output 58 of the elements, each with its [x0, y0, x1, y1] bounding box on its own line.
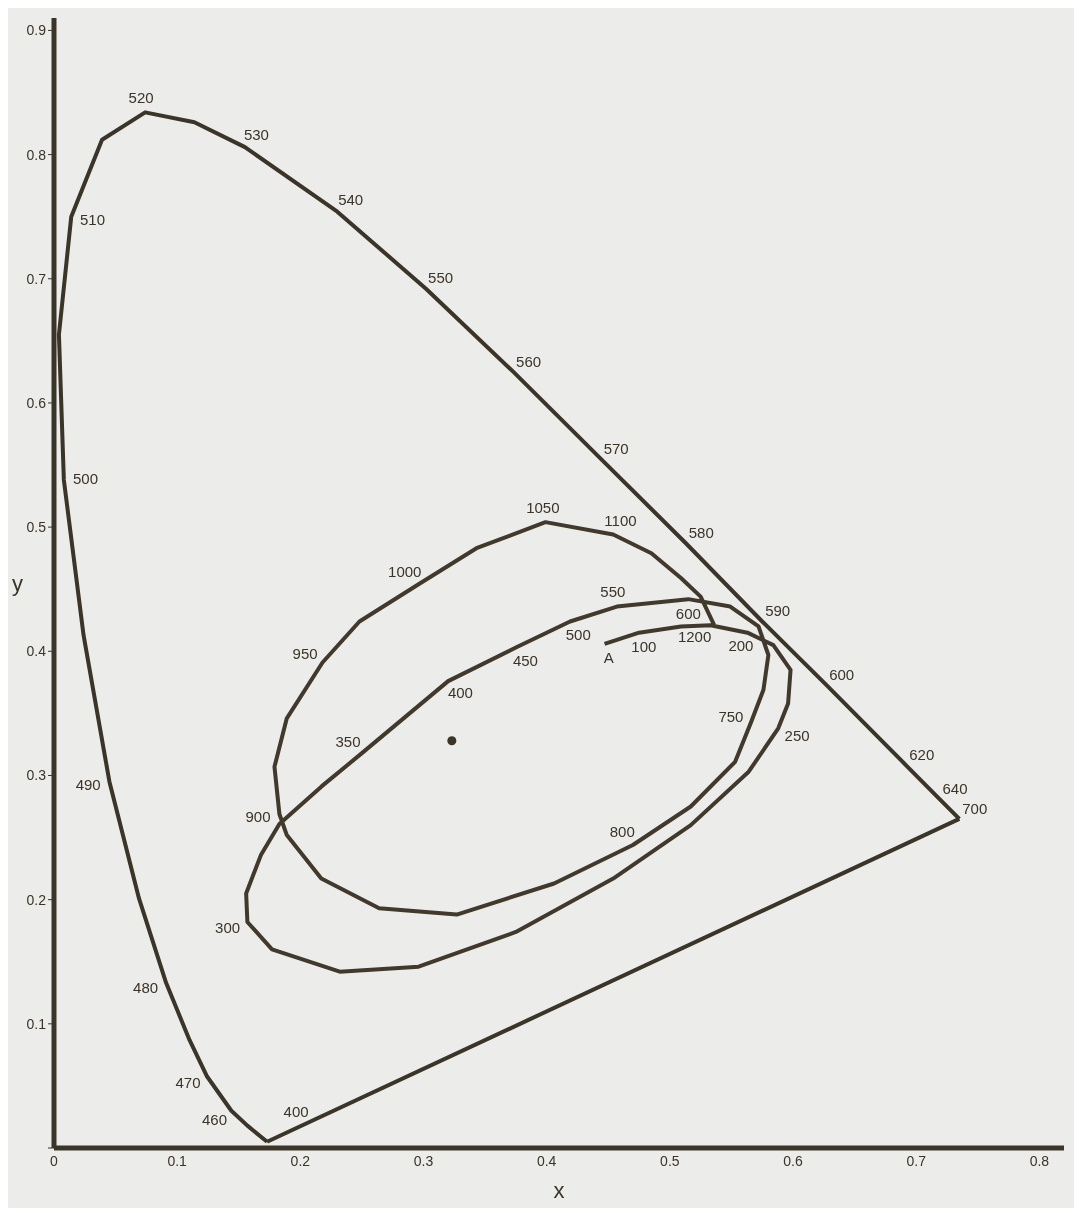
annotation: 500	[73, 469, 99, 487]
x-tick-label: 0.8	[1029, 1152, 1050, 1169]
x-tick-label: 0.4	[536, 1152, 557, 1169]
x-tick-label: 0.5	[660, 1152, 680, 1169]
annotation: 500	[565, 625, 591, 643]
annotation: 580	[688, 524, 714, 542]
annotation: 600	[829, 665, 855, 683]
y-tick-label: 0.5	[26, 519, 47, 536]
annotation: 460	[202, 1110, 228, 1128]
y-tick-label: 0.4	[26, 643, 47, 660]
annotation: 700	[962, 799, 988, 817]
annotation: 400	[283, 1103, 309, 1121]
annotation: 520	[128, 89, 154, 107]
annotation: 480	[133, 978, 159, 996]
annotation: 300	[215, 919, 241, 937]
annotation: 1100	[604, 511, 637, 529]
annotation: 470	[175, 1074, 201, 1092]
annotation: 550	[428, 268, 454, 286]
x-tick-label: 0.3	[413, 1152, 434, 1169]
annotation: 600	[675, 604, 701, 622]
annotation: 640	[942, 779, 968, 797]
annotation: 570	[603, 439, 629, 457]
y-axis-title: y	[12, 570, 23, 596]
annotation: 590	[765, 602, 791, 620]
annotation: 400	[447, 684, 473, 702]
x-tick-label: 0.6	[783, 1152, 803, 1169]
annotation: 750	[718, 707, 744, 725]
annotation: A	[603, 648, 614, 666]
annotation: 100	[631, 637, 657, 655]
x-axis-title: x	[553, 1178, 565, 1203]
x-tick-label: 0.1	[167, 1152, 188, 1169]
y-tick-label: 0.8	[26, 146, 47, 163]
y-tick-label: 0.2	[26, 891, 47, 908]
annotation: 1000	[388, 562, 422, 580]
y-tick-label: 0.6	[26, 394, 47, 411]
annotation: 200	[728, 637, 754, 655]
annotation: 1050	[526, 498, 560, 516]
annotation: 1200	[677, 627, 712, 645]
annotation: 540	[338, 191, 364, 209]
annotation: 560	[516, 352, 542, 370]
annotation: 550	[600, 583, 626, 601]
y-tick-label: 0.7	[26, 270, 47, 287]
annotation: 950	[292, 644, 318, 662]
y-tick-label: 0.9	[26, 22, 47, 39]
annotation: 510	[79, 210, 105, 228]
annotation: 620	[909, 746, 935, 764]
annotation: 900	[245, 807, 271, 825]
x-tick-label: 0	[50, 1152, 59, 1169]
annotation: 350	[335, 732, 361, 750]
annotation: 450	[512, 651, 538, 669]
annotation: 800	[609, 823, 635, 841]
annotation: 530	[243, 125, 269, 143]
x-tick-label: 0.7	[906, 1152, 927, 1169]
x-tick-label: 0.2	[290, 1152, 311, 1169]
annotation: 490	[75, 775, 101, 793]
y-tick-label: 0.3	[26, 767, 47, 784]
annotation: 250	[784, 726, 810, 744]
y-tick-label: 0.1	[26, 1015, 47, 1032]
